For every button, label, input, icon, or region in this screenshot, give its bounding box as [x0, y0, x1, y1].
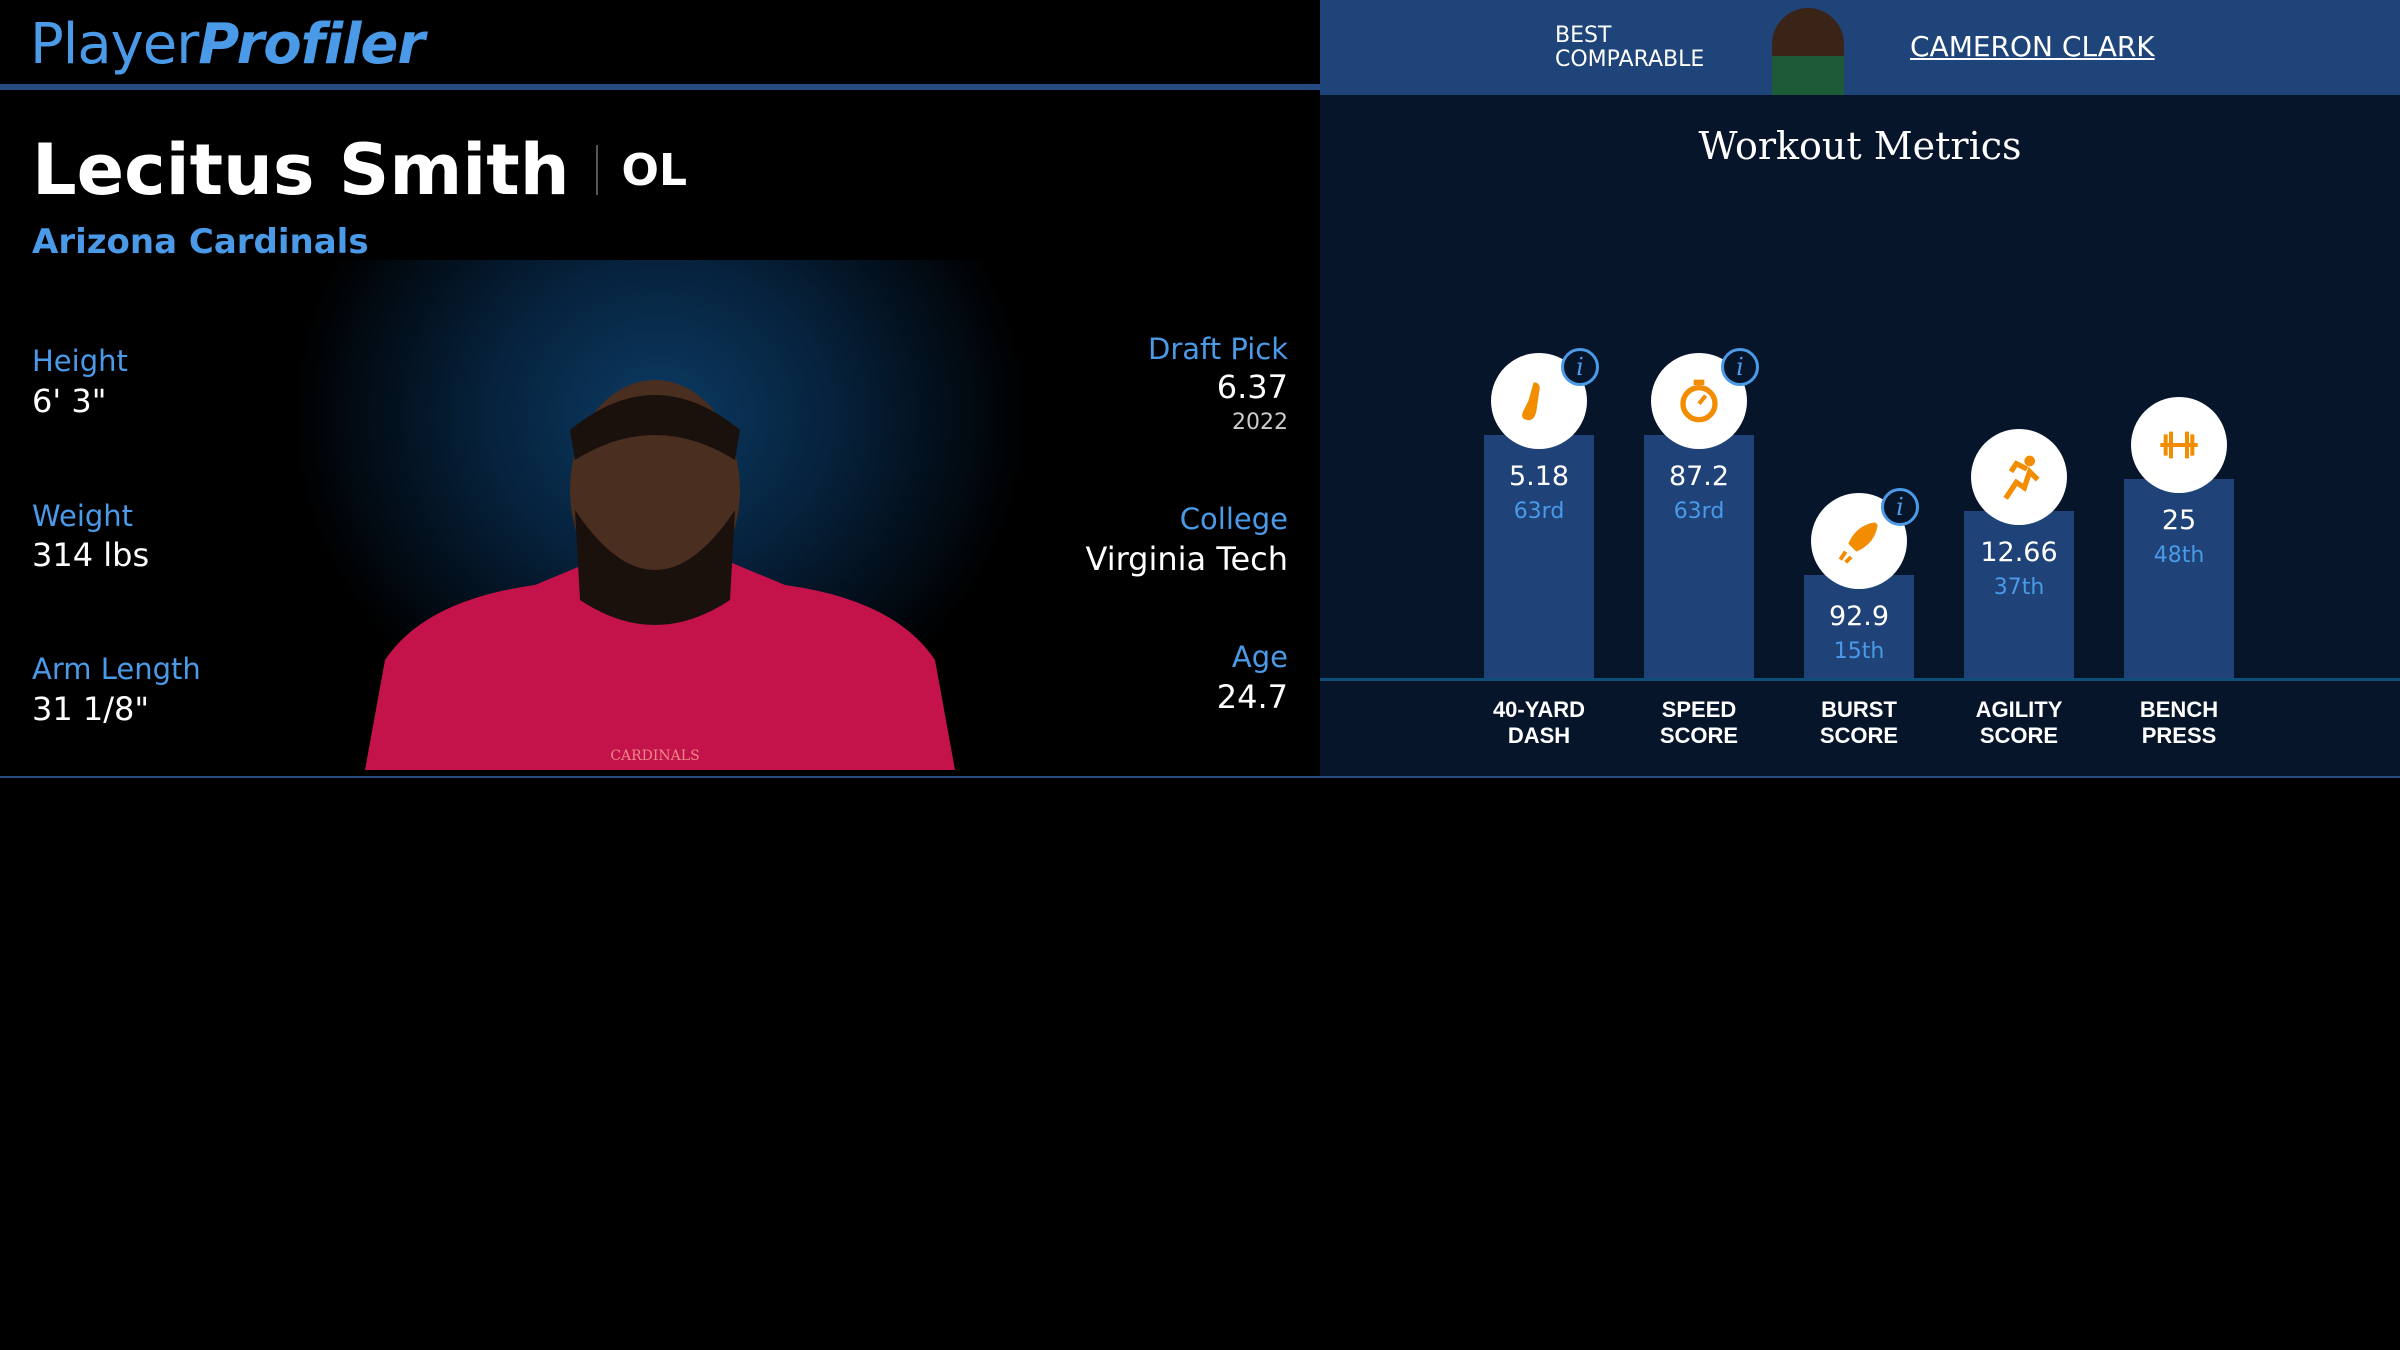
- metric-bar: [1644, 435, 1754, 678]
- metric-percentile: 15th: [1833, 638, 1885, 664]
- chart-title: Workout Metrics: [1698, 124, 2022, 168]
- bottom-divider: [0, 776, 2400, 778]
- header-left: PlayerProfiler: [0, 0, 1320, 90]
- stopwatch-icon: [1680, 379, 1718, 423]
- metric-value: 25: [2161, 504, 2197, 536]
- age-value: 24.7: [1216, 678, 1288, 716]
- info-icon[interactable]: i: [1721, 348, 1759, 387]
- arm-length-value: 31 1/8": [32, 690, 150, 728]
- college-label: College: [1179, 502, 1288, 536]
- info-icon[interactable]: i: [1881, 487, 1919, 526]
- metric-label: BENCH PRESS: [2099, 697, 2259, 749]
- logo-part2: Profiler: [198, 12, 425, 77]
- metric-label: SPEED SCORE: [1619, 697, 1779, 749]
- player-photo: CARDINALS: [365, 380, 955, 770]
- chart-baseline: [1320, 678, 2400, 681]
- metric-label-line1: BENCH: [2139, 697, 2219, 722]
- best-comparable-label: BEST COMPARABLE: [1555, 24, 1704, 72]
- metric-percentile: 48th: [2153, 542, 2205, 568]
- metric-label: 40-YARD DASH: [1459, 697, 1619, 749]
- runner-icon: [2003, 455, 2040, 500]
- metric-percentile: 63rd: [1673, 499, 1725, 525]
- metric-bar: [1484, 435, 1594, 678]
- player-team[interactable]: Arizona Cardinals: [32, 222, 369, 262]
- metric-label-line1: AGILITY: [1975, 697, 2063, 722]
- jersey-text: CARDINALS: [610, 748, 699, 764]
- draft-pick-value: 6.37: [1216, 368, 1288, 406]
- comparable-player-link[interactable]: CAMERON CLARK: [1910, 30, 2155, 63]
- player-panel: PlayerProfiler CARDINALS Lecitus Smith O…: [0, 0, 1320, 780]
- draft-year: 2022: [1232, 410, 1288, 435]
- height-value: 6' 3": [32, 382, 107, 420]
- arm-length-label: Arm Length: [32, 652, 201, 686]
- weight-label: Weight: [32, 499, 134, 533]
- metric-bar: [2124, 478, 2234, 678]
- player-position: OL: [621, 144, 687, 196]
- metric-label-line2: SCORE: [1819, 723, 1899, 748]
- comparable-photo: [1772, 8, 1844, 95]
- metric-value: 87.2: [1668, 461, 1730, 493]
- metric-label-line2: DASH: [1507, 723, 1571, 748]
- height-label: Height: [32, 344, 128, 378]
- metric-label: AGILITY SCORE: [1939, 697, 2099, 749]
- logo-part1: Player: [30, 12, 199, 77]
- logo[interactable]: PlayerProfiler: [30, 12, 425, 77]
- metric-icon-circle: [1971, 428, 2067, 525]
- metric-label-line2: SCORE: [1979, 723, 2059, 748]
- metric-label-line1: 40-YARD: [1492, 697, 1586, 722]
- info-icon[interactable]: i: [1561, 348, 1599, 387]
- metric-bar: [1964, 510, 2074, 678]
- comparable-label: COMPARABLE: [1555, 47, 1705, 72]
- draft-pick-label: Draft Pick: [1148, 332, 1288, 366]
- divider: [595, 145, 598, 195]
- metric-label-line2: SCORE: [1659, 723, 1739, 748]
- weight-value: 314 lbs: [32, 536, 150, 574]
- metric-percentile: 63rd: [1513, 499, 1565, 525]
- player-name-row: Lecitus Smith OL: [32, 128, 687, 212]
- metric-value: 92.9: [1828, 600, 1890, 632]
- running-shoe-icon: [1522, 382, 1540, 421]
- metric-value: 5.18: [1508, 461, 1570, 493]
- metric-bar: [1804, 574, 1914, 678]
- rocket-icon: [1838, 521, 1878, 564]
- player-name: Lecitus Smith: [32, 129, 570, 211]
- best-label: BEST: [1555, 23, 1612, 48]
- metric-label-line2: PRESS: [2141, 723, 2217, 748]
- metric-icon-circle: [2131, 396, 2227, 493]
- metric-label-line1: BURST: [1821, 697, 1897, 722]
- dumbbell-icon: [2160, 431, 2198, 459]
- metric-percentile: 37th: [1993, 574, 2045, 600]
- age-label: Age: [1231, 640, 1288, 674]
- header-right: BEST COMPARABLE CAMERON CLARK: [1320, 0, 2400, 95]
- metric-label-line1: SPEED: [1661, 697, 1737, 722]
- metric-label: BURST SCORE: [1779, 697, 1939, 749]
- workout-panel: BEST COMPARABLE CAMERON CLARK Workout Met…: [1320, 0, 2400, 776]
- college-value: Virginia Tech: [1085, 540, 1289, 578]
- metric-value: 12.66: [1980, 536, 2058, 568]
